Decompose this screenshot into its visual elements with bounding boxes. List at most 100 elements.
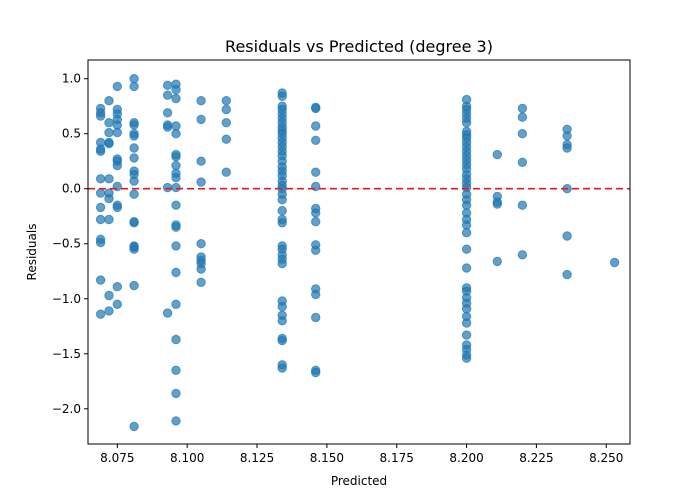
data-point — [311, 217, 321, 227]
y-tick-label: −1.5 — [52, 347, 81, 361]
data-points — [95, 74, 620, 432]
data-point — [95, 188, 106, 198]
data-point — [129, 218, 139, 228]
data-point — [277, 335, 287, 346]
data-point — [171, 85, 181, 95]
data-point — [171, 93, 181, 104]
data-point — [171, 388, 181, 399]
plot-frame — [87, 59, 631, 445]
data-point — [104, 290, 114, 301]
data-point — [492, 199, 502, 209]
x-tick-label: 8.250 — [589, 451, 623, 465]
data-point — [112, 160, 123, 171]
data-point — [95, 202, 106, 213]
data-point — [311, 312, 321, 323]
data-point — [311, 289, 321, 300]
data-point — [196, 239, 206, 249]
data-point — [171, 334, 181, 345]
data-point — [311, 135, 321, 146]
data-point — [112, 81, 123, 92]
data-point — [95, 214, 106, 225]
data-point — [461, 318, 472, 328]
chart-title: Residuals vs Predicted (degree 3) — [225, 37, 493, 56]
x-axis-label: Predicted — [331, 474, 387, 488]
data-point — [171, 129, 181, 139]
data-point — [104, 174, 114, 184]
data-point — [162, 90, 173, 100]
data-point — [196, 264, 206, 274]
data-point — [171, 416, 181, 426]
data-point — [162, 182, 173, 193]
data-point — [112, 120, 123, 130]
data-point — [311, 208, 321, 218]
data-point — [196, 96, 206, 106]
data-point — [171, 152, 181, 162]
data-point — [162, 308, 173, 318]
data-point — [129, 421, 139, 432]
x-tick-label: 8.075 — [100, 451, 134, 465]
x-tick-label: 8.150 — [310, 451, 344, 465]
data-point — [129, 143, 139, 153]
y-axis-label: Residuals — [25, 224, 39, 281]
data-point — [311, 167, 321, 177]
y-tick-label: 1.0 — [62, 72, 81, 86]
y-tick-label: −1.0 — [52, 292, 81, 306]
data-point — [112, 299, 123, 309]
data-point — [95, 309, 106, 319]
data-point — [277, 301, 287, 312]
data-point — [492, 149, 502, 160]
data-point — [95, 174, 106, 184]
data-point — [221, 134, 232, 144]
data-point — [196, 177, 206, 187]
data-point — [609, 257, 620, 268]
data-point — [492, 256, 502, 267]
data-point — [104, 138, 114, 149]
data-point — [104, 96, 114, 106]
data-point — [517, 200, 528, 210]
data-point — [196, 114, 206, 125]
data-point — [171, 200, 181, 210]
data-point — [112, 202, 123, 213]
data-point — [171, 182, 181, 193]
data-point — [562, 231, 572, 241]
data-point — [196, 156, 206, 166]
data-point — [461, 244, 472, 254]
x-tick-label: 8.125 — [240, 451, 274, 465]
data-point — [162, 108, 173, 118]
data-point — [95, 275, 106, 285]
data-point — [129, 176, 139, 186]
data-point — [461, 200, 472, 210]
data-point — [277, 195, 287, 205]
data-point — [221, 118, 232, 128]
data-point — [112, 127, 123, 138]
y-axis-ticks: −2.0 −1.5 −1.0 −0.5 0.0 0.5 1.0 — [52, 72, 88, 416]
data-point — [171, 241, 181, 251]
data-point — [277, 316, 287, 326]
data-point — [277, 91, 287, 102]
data-point — [517, 250, 528, 260]
data-point — [171, 365, 181, 375]
data-point — [171, 267, 181, 278]
data-point — [461, 353, 472, 363]
data-point — [129, 81, 139, 92]
data-point — [129, 189, 139, 199]
data-point — [517, 103, 528, 114]
data-point — [104, 193, 114, 204]
data-point — [129, 120, 139, 130]
data-point — [277, 206, 287, 216]
data-point — [95, 146, 106, 157]
data-point — [196, 277, 206, 287]
data-point — [461, 263, 472, 273]
y-tick-label: 0.0 — [62, 182, 81, 196]
data-point — [129, 153, 139, 163]
data-point — [461, 330, 472, 340]
data-point — [311, 121, 321, 131]
y-tick-label: −2.0 — [52, 402, 81, 416]
data-point — [562, 143, 572, 153]
data-point — [461, 228, 472, 238]
data-point — [461, 304, 472, 314]
data-point — [221, 167, 232, 177]
data-point — [311, 367, 321, 378]
y-tick-label: −0.5 — [52, 237, 81, 251]
